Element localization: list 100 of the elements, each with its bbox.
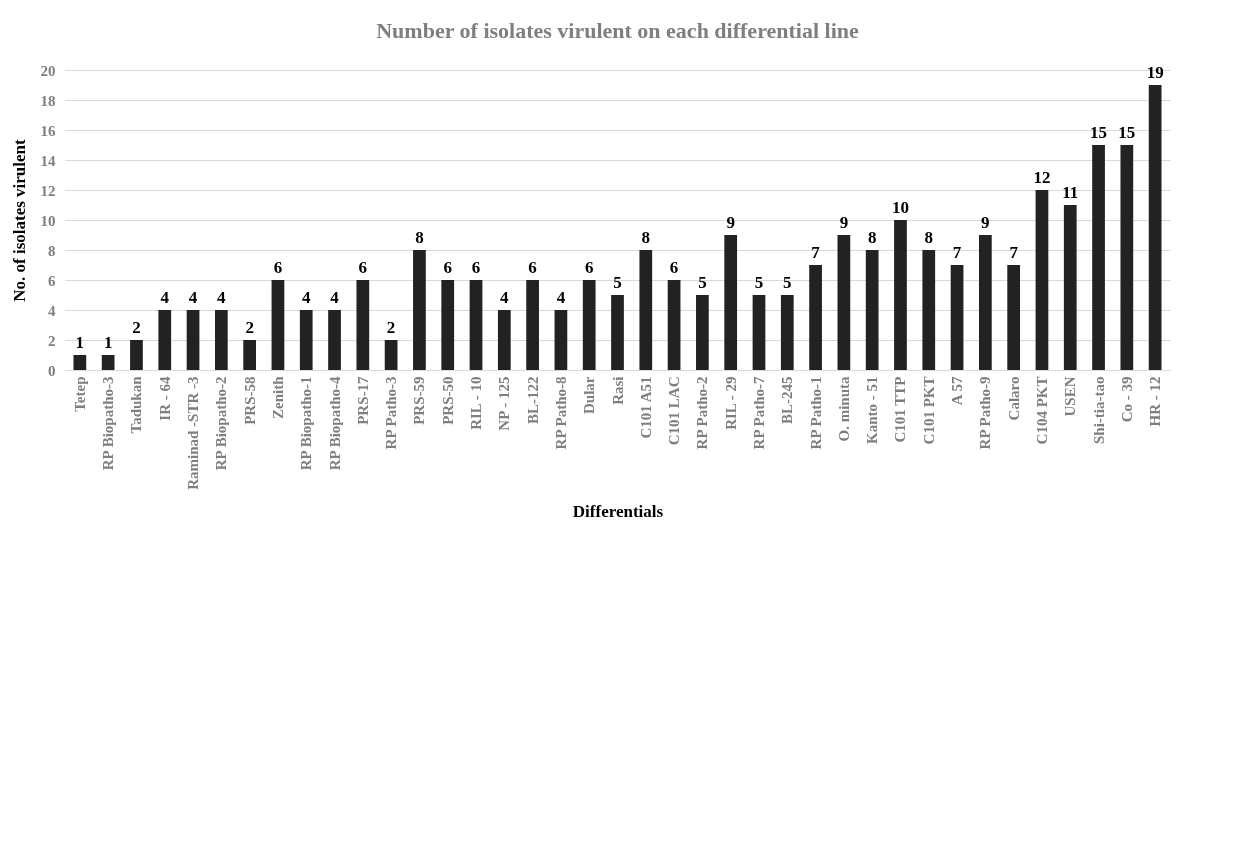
x-tick-label: PRS-59 bbox=[411, 376, 428, 425]
data-label: 1 bbox=[75, 333, 85, 352]
bar bbox=[696, 295, 709, 370]
data-label: 7 bbox=[1009, 243, 1019, 262]
x-tick-label: C101 A51 bbox=[637, 376, 654, 439]
bar bbox=[130, 340, 143, 370]
y-tick-label: 16 bbox=[40, 122, 56, 139]
x-tick-label: Rasi bbox=[609, 376, 626, 405]
data-label: 6 bbox=[584, 258, 594, 277]
bar bbox=[497, 310, 511, 370]
x-tick-label: RP Patho-7 bbox=[750, 376, 767, 450]
data-label: 4 bbox=[556, 288, 566, 307]
x-tick-label: BL-245 bbox=[779, 376, 796, 425]
y-tick-label: 2 bbox=[48, 332, 56, 349]
bar bbox=[356, 280, 370, 370]
bar bbox=[894, 220, 907, 370]
bar bbox=[299, 310, 313, 370]
bar bbox=[186, 310, 200, 370]
bar bbox=[922, 250, 936, 370]
data-label: 8 bbox=[415, 228, 424, 247]
data-label: 19 bbox=[1146, 63, 1164, 82]
x-tick-label: Shi-tia-tao bbox=[1090, 376, 1107, 444]
bar bbox=[1007, 265, 1021, 370]
bar bbox=[384, 340, 398, 370]
y-axis-title: No. of isolates virulent bbox=[9, 138, 29, 302]
bar bbox=[158, 310, 172, 370]
data-label: 4 bbox=[330, 288, 340, 307]
bar bbox=[724, 235, 738, 370]
data-label: 4 bbox=[301, 288, 311, 307]
x-tick-label: Co - 39 bbox=[1118, 376, 1135, 423]
data-label: 5 bbox=[783, 273, 792, 292]
data-label: 1 bbox=[103, 333, 113, 352]
bar bbox=[413, 250, 426, 370]
data-label: 15 bbox=[1118, 123, 1136, 142]
x-tick-label: PRS-50 bbox=[439, 376, 456, 425]
bar bbox=[441, 280, 455, 370]
x-tick-label: HR - 12 bbox=[1147, 376, 1164, 427]
data-label: 8 bbox=[867, 228, 877, 247]
x-tick-label: Raminad -STR -3 bbox=[185, 376, 202, 490]
data-label: 7 bbox=[952, 243, 962, 262]
bar bbox=[214, 310, 228, 370]
x-tick-label: Tadukan bbox=[128, 375, 145, 434]
bar bbox=[1120, 145, 1134, 370]
bar bbox=[752, 295, 766, 370]
bar bbox=[554, 310, 568, 370]
y-tick-label: 14 bbox=[40, 152, 56, 169]
bar bbox=[328, 310, 341, 370]
bar bbox=[611, 295, 624, 370]
data-label: 7 bbox=[811, 243, 821, 262]
data-label: 10 bbox=[891, 198, 909, 217]
x-tick-label: RP Patho-1 bbox=[807, 376, 824, 450]
data-label: 5 bbox=[613, 273, 622, 292]
x-tick-label: RP Patho-8 bbox=[552, 376, 569, 450]
x-tick-label: A 57 bbox=[949, 376, 966, 406]
x-tick-label: RP Biopatho-4 bbox=[326, 376, 343, 471]
x-tick-label: RP Biopatho-2 bbox=[213, 376, 230, 471]
bar bbox=[271, 280, 285, 370]
data-label: 6 bbox=[358, 258, 368, 277]
data-label: 6 bbox=[443, 258, 452, 277]
x-tick-label: RP Patho-2 bbox=[694, 376, 711, 450]
bar bbox=[865, 250, 879, 370]
data-label: 4 bbox=[160, 288, 170, 307]
y-tick-label: 4 bbox=[48, 302, 56, 319]
x-tick-label: RP Biopatho-3 bbox=[100, 376, 117, 471]
data-label: 8 bbox=[924, 228, 934, 247]
bar bbox=[73, 355, 87, 370]
bar bbox=[978, 235, 992, 370]
bar bbox=[639, 250, 653, 370]
data-label: 4 bbox=[500, 288, 510, 307]
bar bbox=[780, 295, 794, 370]
data-label: 2 bbox=[245, 318, 254, 337]
data-label: 5 bbox=[754, 273, 764, 292]
x-axis-title: Differentials bbox=[572, 501, 664, 521]
x-tick-label: RP Patho-9 bbox=[977, 376, 994, 450]
x-tick-label: RIL - 29 bbox=[722, 376, 739, 430]
x-tick-label: RP Patho-3 bbox=[383, 376, 400, 450]
bar bbox=[1063, 205, 1077, 370]
bar bbox=[582, 280, 596, 370]
bar bbox=[1092, 145, 1105, 370]
data-label: 15 bbox=[1090, 123, 1108, 142]
x-tick-label: USEN bbox=[1062, 376, 1079, 417]
x-tick-label: PRS-17 bbox=[354, 376, 371, 425]
x-tick-label: IR - 64 bbox=[156, 376, 173, 421]
y-tick-label: 20 bbox=[40, 62, 56, 79]
data-label: 12 bbox=[1033, 168, 1051, 187]
bar bbox=[526, 280, 539, 370]
bar bbox=[469, 280, 483, 370]
x-tick-label: NP - 125 bbox=[496, 376, 513, 431]
bar bbox=[809, 265, 822, 370]
x-tick-label: RP Biopatho-1 bbox=[298, 376, 315, 471]
bar bbox=[243, 340, 257, 370]
data-label: 8 bbox=[641, 228, 651, 247]
data-label: 4 bbox=[188, 288, 198, 307]
data-label: 6 bbox=[669, 258, 679, 277]
data-label: 2 bbox=[386, 318, 396, 337]
y-tick-label: 8 bbox=[48, 242, 56, 259]
chart-title: Number of isolates virulent on each differential line bbox=[376, 18, 859, 43]
data-label: 9 bbox=[726, 213, 735, 232]
x-tick-label: Zenith bbox=[269, 375, 286, 420]
x-tick-label: RIL - 10 bbox=[468, 376, 485, 430]
